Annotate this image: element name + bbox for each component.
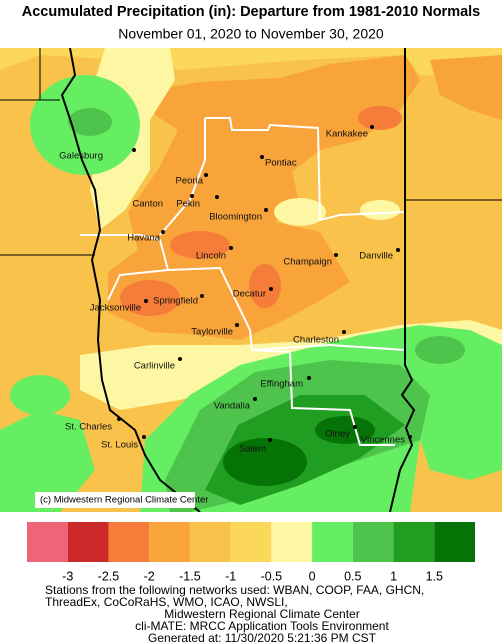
city-label: Decatur <box>233 289 266 300</box>
city-label: Vandalia <box>214 401 251 412</box>
city-dot <box>200 294 204 298</box>
city-label: Charleston <box>293 335 339 346</box>
city-dot <box>260 155 264 159</box>
city-label: Champaign <box>283 257 332 268</box>
city-label: Springfield <box>153 296 198 307</box>
city-label: Carlinville <box>134 361 175 372</box>
legend-swatch <box>108 522 150 562</box>
city-dot <box>178 357 182 361</box>
footer-line: Midwestern Regional Climate Center <box>164 607 359 621</box>
legend-swatch <box>189 522 231 562</box>
city-dot <box>268 438 272 442</box>
city-dot <box>264 208 268 212</box>
legend-tick-label: 0 <box>309 569 316 583</box>
city-dot <box>253 397 257 401</box>
legend-tick-label: -3 <box>62 569 73 583</box>
city-label: Bloomington <box>209 212 262 223</box>
footer-line: Stations from the following networks use… <box>45 583 424 597</box>
footer: Stations from the following networks use… <box>45 583 424 643</box>
city-label: Havana <box>127 233 160 244</box>
city-label: Vincennes <box>361 435 405 446</box>
legend-swatch <box>312 522 353 562</box>
legend: -3 -2.5 -2 -1.5 -1 -0.5 0 0.5 1 1.5 <box>27 522 475 583</box>
city-label: Peoria <box>176 176 204 187</box>
city-label: St. Louis <box>101 440 138 451</box>
copyright-box <box>35 492 195 508</box>
legend-swatch <box>352 522 394 562</box>
city-label: Galesburg <box>59 151 103 162</box>
city-dot <box>370 125 374 129</box>
legend-tick-label: -1 <box>225 569 236 583</box>
footer-line: cli-MATE: MRCC Application Tools Environ… <box>135 619 389 633</box>
footer-line: ThreadEx, CoCoRaHS, WMO, ICAO, NWSLI, <box>45 595 288 609</box>
legend-swatch <box>230 522 272 562</box>
title: Accumulated Precipitation (in): Departur… <box>22 4 481 20</box>
city-label: Taylorville <box>191 327 233 338</box>
city-dot <box>229 246 233 250</box>
city-label: St. Charles <box>65 422 112 433</box>
city-label: Pontiac <box>265 158 297 169</box>
legend-tick-label: -2.5 <box>98 569 120 583</box>
city-dot <box>144 299 148 303</box>
city-dot <box>204 173 208 177</box>
city-dot <box>132 148 136 152</box>
city-label: Salem <box>239 444 266 455</box>
legend-swatch <box>27 522 68 562</box>
legend-swatch <box>67 522 109 562</box>
city-dot <box>142 435 146 439</box>
footer-line: Generated at: 11/30/2020 5:21:36 PM CST <box>148 631 377 643</box>
city-label: Danville <box>359 251 393 262</box>
city-label: Canton <box>132 199 163 210</box>
city-label: Kankakee <box>326 129 368 140</box>
city-dot <box>334 253 338 257</box>
city-label: Pekin <box>176 199 200 210</box>
legend-tick-label: -1.5 <box>179 569 201 583</box>
legend-swatch <box>271 522 313 562</box>
city-dot <box>235 323 239 327</box>
legend-tick-label: 0.5 <box>344 569 361 583</box>
city-label: Effingham <box>260 379 303 390</box>
city-dot <box>215 195 219 199</box>
city-dot <box>190 194 194 198</box>
legend-swatch <box>149 522 190 562</box>
city-dot <box>307 376 311 380</box>
legend-swatch <box>434 522 475 562</box>
city-dot <box>353 425 357 429</box>
legend-tick-label: -0.5 <box>261 569 283 583</box>
subtitle: November 01, 2020 to November 30, 2020 <box>118 26 384 42</box>
city-label: Olney <box>325 429 350 440</box>
city-label: Lincoln <box>196 251 226 262</box>
city-dot <box>396 248 400 252</box>
legend-tick-label: 1 <box>390 569 397 583</box>
legend-swatch <box>393 522 435 562</box>
city-dot <box>161 230 165 234</box>
city-dot <box>408 435 412 439</box>
city-dot <box>342 330 346 334</box>
city-dot <box>117 417 121 421</box>
city-label: Jacksonville <box>90 303 141 314</box>
legend-tick-label: -2 <box>144 569 155 583</box>
copyright: (c) Midwestern Regional Climate Center <box>40 495 208 506</box>
city-dot <box>269 287 273 291</box>
map: Kankakee Galesburg Pontiac Peoria Canton Peki… <box>0 48 502 512</box>
legend-tick-label: 1.5 <box>426 569 443 583</box>
